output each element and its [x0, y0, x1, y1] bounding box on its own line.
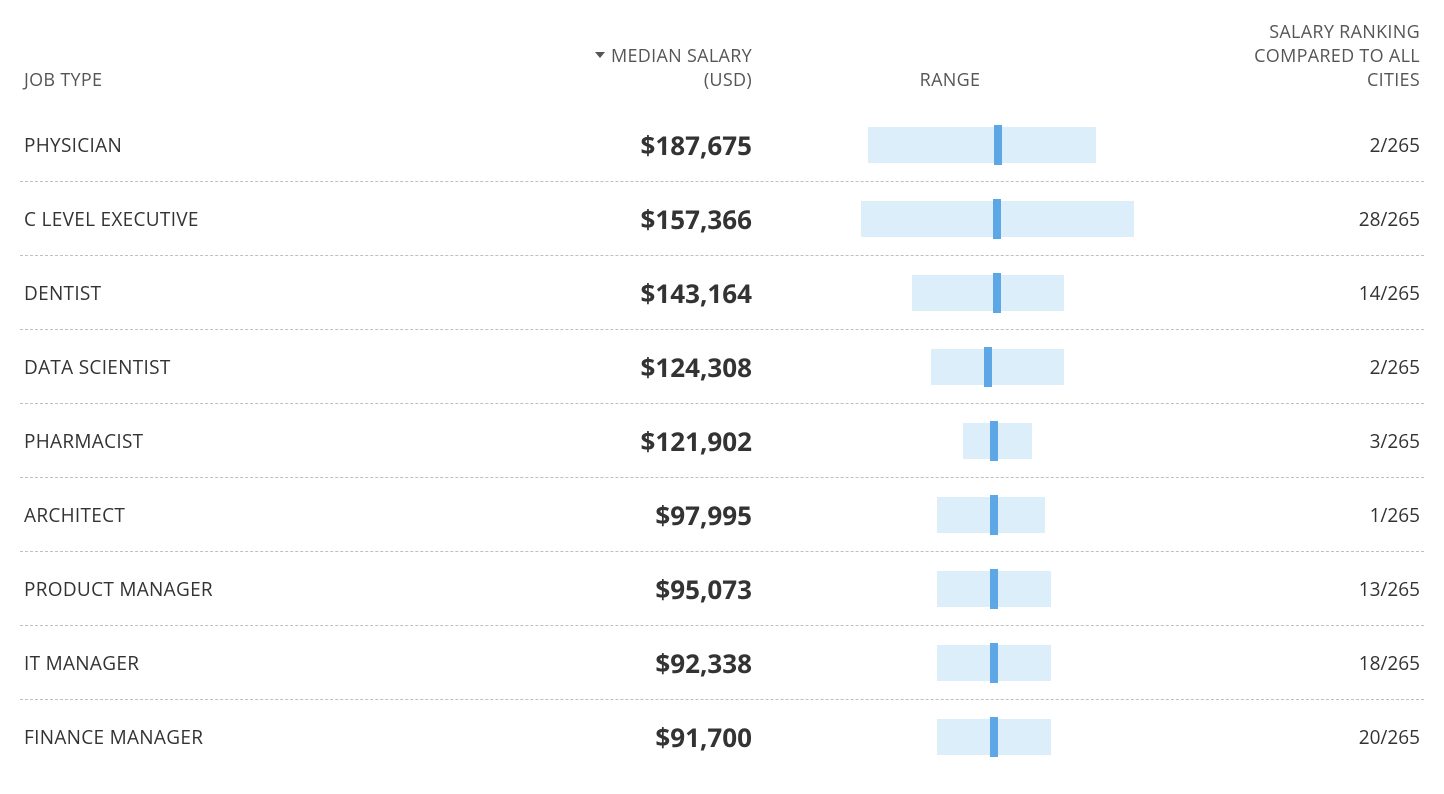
ranking-cell: 13/265 [1140, 576, 1424, 602]
job-type-cell: ARCHITECT [20, 502, 460, 528]
median-salary-cell: $124,308 [460, 349, 760, 385]
job-type-cell: IT MANAGER [20, 650, 460, 676]
median-salary-cell: $187,675 [460, 127, 760, 163]
range-track [760, 273, 1140, 313]
range-bar [912, 275, 1064, 311]
header-rank-line1: SALARY RANKING [1269, 20, 1420, 44]
job-type-cell: PRODUCT MANAGER [20, 576, 460, 602]
median-salary-cell: $95,073 [460, 571, 760, 607]
header-median-salary[interactable]: MEDIAN SALARY (USD) [460, 44, 760, 92]
table-header-row: JOB TYPE MEDIAN SALARY (USD) RANGE SALAR… [20, 20, 1424, 108]
range-median-marker [990, 495, 998, 535]
table-row[interactable]: IT MANAGER$92,338 18/265 [20, 626, 1424, 700]
range-median-marker [990, 717, 998, 757]
header-ranking[interactable]: SALARY RANKING COMPARED TO ALL CITIES [1140, 20, 1424, 92]
range-track [760, 717, 1140, 757]
header-rank-line3: CITIES [1367, 68, 1420, 92]
job-type-cell: PHYSICIAN [20, 132, 460, 158]
table-row[interactable]: C LEVEL EXECUTIVE$157,366 28/265 [20, 182, 1424, 256]
job-type-cell: FINANCE MANAGER [20, 724, 460, 750]
range-track [760, 125, 1140, 165]
table-row[interactable]: ARCHITECT$97,995 1/265 [20, 478, 1424, 552]
range-cell [760, 125, 1140, 165]
median-salary-cell: $121,902 [460, 423, 760, 459]
header-job-type-label: JOB TYPE [24, 68, 102, 92]
header-range-label: RANGE [920, 68, 981, 92]
ranking-cell: 28/265 [1140, 206, 1424, 232]
range-cell [760, 273, 1140, 313]
range-track [760, 199, 1140, 239]
table-row[interactable]: DATA SCIENTIST$124,308 2/265 [20, 330, 1424, 404]
median-salary-cell: $92,338 [460, 645, 760, 681]
median-salary-cell: $143,164 [460, 275, 760, 311]
ranking-cell: 2/265 [1140, 132, 1424, 158]
job-type-cell: C LEVEL EXECUTIVE [20, 206, 460, 232]
range-track [760, 569, 1140, 609]
header-job-type[interactable]: JOB TYPE [20, 68, 460, 92]
range-median-marker [990, 643, 998, 683]
ranking-cell: 2/265 [1140, 354, 1424, 380]
table-row[interactable]: DENTIST$143,164 14/265 [20, 256, 1424, 330]
range-track [760, 495, 1140, 535]
salary-table: JOB TYPE MEDIAN SALARY (USD) RANGE SALAR… [20, 20, 1424, 774]
range-cell [760, 495, 1140, 535]
median-salary-cell: $91,700 [460, 719, 760, 755]
range-median-marker [993, 199, 1001, 239]
header-rank-line2: COMPARED TO ALL [1254, 44, 1420, 68]
range-track [760, 347, 1140, 387]
range-cell [760, 421, 1140, 461]
table-row[interactable]: PHYSICIAN$187,675 2/265 [20, 108, 1424, 182]
table-body: PHYSICIAN$187,6752/265C LEVEL EXECUTIVE$… [20, 108, 1424, 774]
range-cell [760, 717, 1140, 757]
range-bar [931, 349, 1064, 385]
header-salary-line1: MEDIAN SALARY [611, 44, 752, 68]
range-cell [760, 347, 1140, 387]
ranking-cell: 20/265 [1140, 724, 1424, 750]
range-track [760, 421, 1140, 461]
range-median-marker [994, 125, 1002, 165]
ranking-cell: 1/265 [1140, 502, 1424, 528]
job-type-cell: PHARMACIST [20, 428, 460, 454]
ranking-cell: 18/265 [1140, 650, 1424, 676]
range-bar [868, 127, 1096, 163]
header-range[interactable]: RANGE [760, 68, 1140, 92]
job-type-cell: DENTIST [20, 280, 460, 306]
range-median-marker [984, 347, 992, 387]
range-median-marker [990, 569, 998, 609]
range-cell [760, 643, 1140, 683]
range-cell [760, 569, 1140, 609]
median-salary-cell: $157,366 [460, 201, 760, 237]
table-row[interactable]: PRODUCT MANAGER$95,073 13/265 [20, 552, 1424, 626]
range-median-marker [993, 273, 1001, 313]
range-track [760, 643, 1140, 683]
header-salary-line2: (USD) [704, 68, 752, 92]
sort-desc-icon [595, 52, 605, 58]
table-row[interactable]: PHARMACIST$121,902 3/265 [20, 404, 1424, 478]
table-row[interactable]: FINANCE MANAGER$91,700 20/265 [20, 700, 1424, 774]
ranking-cell: 14/265 [1140, 280, 1424, 306]
range-cell [760, 199, 1140, 239]
ranking-cell: 3/265 [1140, 428, 1424, 454]
range-median-marker [990, 421, 998, 461]
median-salary-cell: $97,995 [460, 497, 760, 533]
job-type-cell: DATA SCIENTIST [20, 354, 460, 380]
